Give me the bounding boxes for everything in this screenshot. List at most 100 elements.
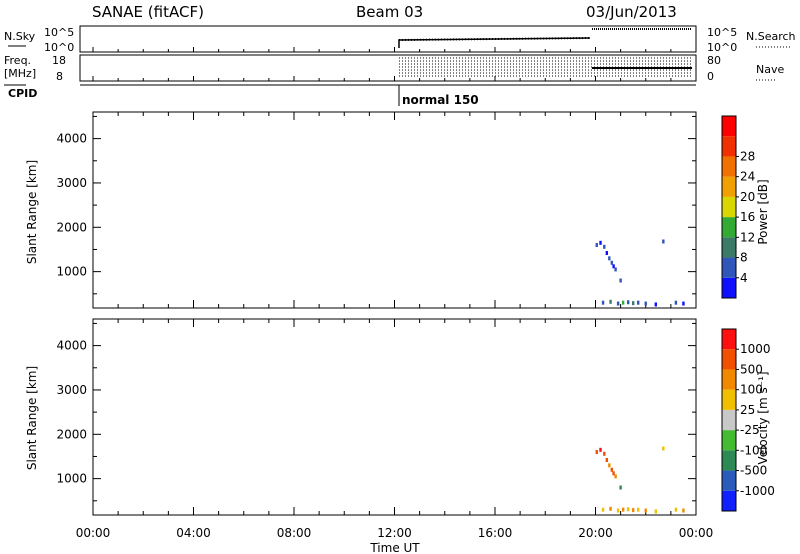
power-ylabel: Slant Range [km] <box>25 160 39 264</box>
power-colorbar-segment <box>722 196 736 218</box>
nave-tick-bottom: 0 <box>707 70 714 83</box>
nave-label: Nave <box>756 63 784 76</box>
power-data-point <box>619 278 622 283</box>
velocity-data-point <box>637 507 640 512</box>
velocity-colorbar-label: Velocity [m s⁻¹] <box>756 371 770 464</box>
power-colorbar-tick-label: 4 <box>740 271 748 285</box>
power-ytick-label: 2000 <box>56 220 87 234</box>
velocity-colorbar-segment <box>722 329 736 350</box>
nave-tick-top: 80 <box>707 54 721 67</box>
power-colorbar-segment <box>722 136 736 157</box>
velocity-data-point <box>595 450 598 455</box>
velocity-data-point <box>609 506 612 511</box>
power-data-point <box>610 260 614 265</box>
power-colorbar-segment <box>722 237 736 258</box>
velocity-colorbar-frame <box>721 328 737 512</box>
freq-trace <box>399 57 692 77</box>
velocity-colorbar-tick-label: 25 <box>740 403 755 417</box>
power-ytick-label: 1000 <box>56 265 87 279</box>
power-colorbar-label: Power [dB] <box>756 179 770 244</box>
power-data-point <box>631 301 635 306</box>
power-colorbar-tick-label: 16 <box>740 210 755 224</box>
x-tick-label: 00:00 <box>76 526 111 540</box>
velocity-data-point <box>599 447 602 452</box>
power-colorbar-frame <box>721 115 737 299</box>
velocity-data-point <box>621 507 625 512</box>
power-data-point <box>674 300 678 305</box>
power-panel-frame <box>92 111 697 309</box>
power-data-point <box>605 251 609 256</box>
velocity-data-point <box>644 508 647 513</box>
power-data-point <box>612 264 615 269</box>
power-points <box>595 239 685 307</box>
freq-panel <box>79 54 697 82</box>
velocity-data-point <box>619 485 622 490</box>
x-axis-label: Time UT <box>369 541 420 554</box>
power-colorbar-segment <box>722 116 736 137</box>
velocity-data-point <box>662 446 665 451</box>
power-colorbar-tick-label: 24 <box>740 170 755 184</box>
velocity-ylabel: Slant Range [km] <box>25 366 39 470</box>
power-data-point <box>609 299 612 304</box>
date-title: 03/Jun/2013 <box>586 3 677 21</box>
power-colorbar-tick-label: 12 <box>740 230 755 244</box>
velocity-points <box>595 446 685 514</box>
velocity-ytick-label: 3000 <box>56 383 87 397</box>
x-tick-label: 00:00 <box>679 526 714 540</box>
velocity-data-point <box>614 474 617 479</box>
velocity-colorbar-segment <box>722 349 736 370</box>
velocity-colorbar-tick-label: 500 <box>740 362 763 376</box>
velocity-data-point <box>616 508 620 513</box>
velocity-colorbar-segment <box>722 389 736 410</box>
x-tick-label: 04:00 <box>176 526 211 540</box>
nsky-tick-bottom: 10^0 <box>44 41 74 54</box>
cpid-label: CPID <box>8 87 37 100</box>
power-colorbar: 4 8 12 16 20 24 28 <box>721 115 755 299</box>
velocity-colorbar-segment <box>722 470 736 491</box>
power-colorbar-tick-label: 8 <box>740 251 748 265</box>
power-colorbar-segment <box>722 257 736 278</box>
velocity-colorbar-tick-label: -25 <box>740 423 760 437</box>
nsearch-tick-top: 10^5 <box>707 26 737 39</box>
velocity-colorbar-tick-label: 1000 <box>740 342 771 356</box>
power-data-point <box>603 244 606 249</box>
velocity-colorbar-tick-label: 100 <box>740 383 763 397</box>
power-ytick-label: 4000 <box>56 132 87 146</box>
velocity-data-point <box>654 509 657 514</box>
power-data-point <box>614 267 617 272</box>
x-tick-label: 16:00 <box>478 526 513 540</box>
velocity-ytick-label: 2000 <box>56 427 87 441</box>
velocity-data-point <box>610 467 614 472</box>
power-colorbar-segment <box>722 176 736 197</box>
freq-tick-top: 18 <box>52 54 66 67</box>
velocity-data-point <box>608 463 611 468</box>
power-colorbar-segment <box>722 217 736 238</box>
velocity-ytick-label: 4000 <box>56 339 87 353</box>
power-colorbar-tick-label: 20 <box>740 190 755 204</box>
power-data-point <box>682 301 685 306</box>
x-tick-label: 08:00 <box>277 526 312 540</box>
velocity-colorbar-segment <box>722 409 736 431</box>
nsky-dots <box>398 37 591 41</box>
x-axis: 00:00 04:00 08:00 12:00 16:00 20:00 00:00 <box>76 47 714 540</box>
velocity-data-point <box>605 458 609 463</box>
velocity-data-point <box>682 508 685 513</box>
velocity-colorbar-tick-label: -100 <box>740 443 767 457</box>
velocity-colorbar-tick-label: -1000 <box>740 484 775 498</box>
power-ytick-label: 3000 <box>56 176 87 190</box>
power-y-axis: 1000 2000 3000 4000 <box>56 112 697 308</box>
velocity-panel-frame <box>92 318 697 516</box>
velocity-ytick-label: 1000 <box>56 472 87 486</box>
power-colorbar-segment <box>722 156 736 177</box>
beam-title: Beam 03 <box>356 3 423 21</box>
power-data-point <box>616 301 620 306</box>
power-colorbar-segment <box>722 277 736 298</box>
velocity-data-point <box>603 451 606 456</box>
power-data-point <box>644 301 647 306</box>
velocity-data-point <box>612 471 615 476</box>
power-data-point <box>662 239 665 244</box>
cpid-text: normal 150 <box>402 93 479 107</box>
power-data-point <box>621 300 625 305</box>
power-data-point <box>637 300 640 305</box>
